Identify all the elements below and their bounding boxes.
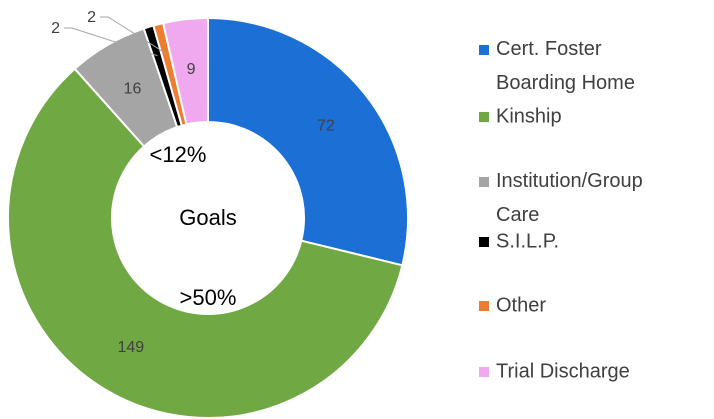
- legend-swatch: [479, 237, 489, 247]
- legend-swatch: [479, 367, 489, 377]
- annotation: >50%: [180, 285, 237, 310]
- legend-swatch: [479, 112, 489, 122]
- leader-line: [64, 27, 158, 57]
- legend-label: Other: [496, 294, 546, 316]
- legend-label: Kinship: [496, 105, 562, 127]
- legend-line: Cert. Foster: [496, 38, 602, 60]
- data-label: 16: [124, 81, 142, 98]
- legend-label: Institution/Group Care: [496, 170, 643, 226]
- slice: [7, 67, 404, 419]
- legend-line: Institution/Group: [496, 170, 643, 192]
- legend-swatch: [479, 301, 489, 311]
- legend-label: Cert. Foster Boarding Home: [496, 38, 635, 94]
- slice: [207, 16, 409, 267]
- center-label: Goals: [179, 205, 236, 230]
- legend-swatch: [479, 177, 489, 187]
- legend-label: Trial Discharge: [496, 360, 630, 382]
- legend-swatch: [479, 45, 489, 55]
- data-label: 2: [87, 9, 96, 26]
- annotation: <12%: [150, 142, 207, 167]
- data-label: 9: [187, 61, 196, 78]
- data-label: 72: [317, 118, 335, 135]
- legend-label: S.I.L.P.: [496, 230, 559, 252]
- leader-line: [100, 16, 166, 54]
- legend-line: Boarding Home: [496, 72, 635, 94]
- legend-line: Care: [496, 204, 539, 226]
- data-label: 149: [117, 339, 144, 356]
- data-label: 2: [51, 20, 60, 37]
- slice: [161, 16, 209, 126]
